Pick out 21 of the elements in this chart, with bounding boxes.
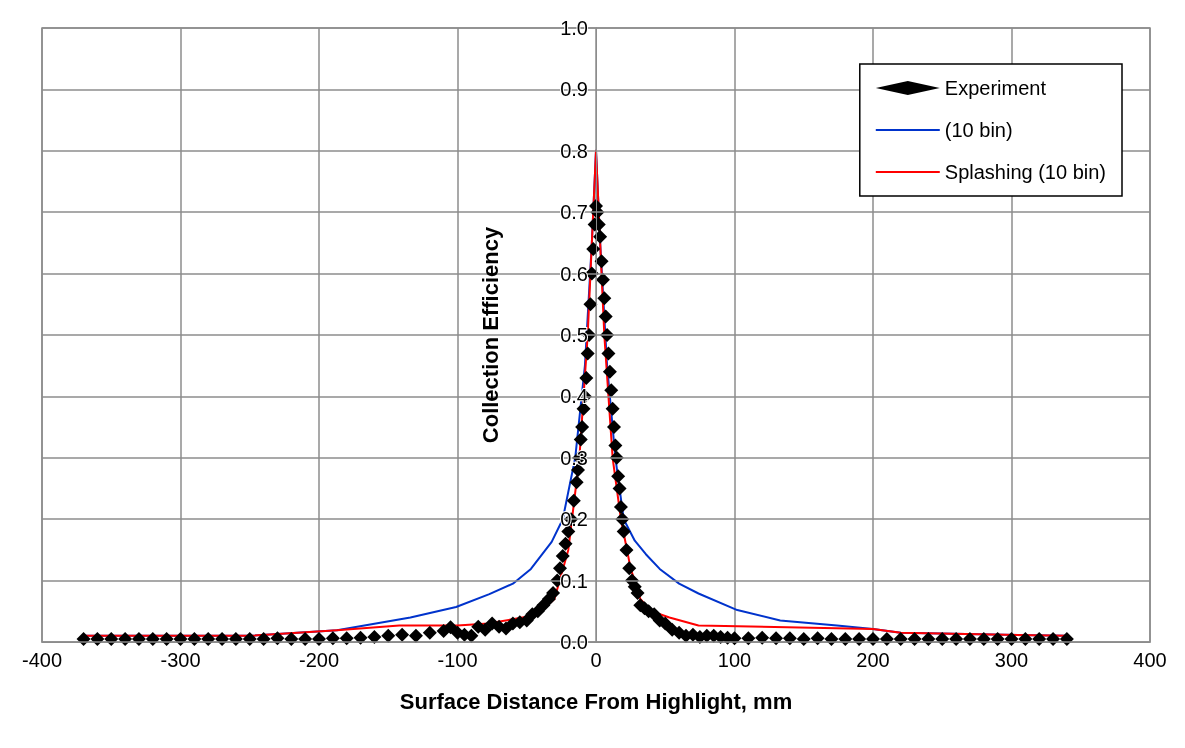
legend-label: Splashing (10 bin) — [944, 161, 1107, 183]
x-tick-label: 0 — [590, 649, 602, 671]
x-tick-label: 300 — [994, 649, 1029, 671]
y-tick-label: 0.8 — [560, 139, 588, 162]
x-tick-label: -100 — [437, 649, 478, 671]
x-tick-label: 400 — [1133, 649, 1167, 671]
y-tick-label: 0.9 — [560, 78, 588, 101]
x-tick-label: -400 — [21, 649, 63, 671]
x-tick-label: -300 — [160, 649, 201, 671]
y-tick-label: 1.0 — [560, 17, 588, 39]
y-tick-label: 0.6 — [560, 262, 588, 285]
y-tick-label: 0.7 — [560, 201, 588, 224]
x-tick-label: 200 — [856, 649, 890, 671]
y-tick-label: 0.1 — [560, 569, 588, 592]
legend-label: Experiment — [944, 77, 1047, 99]
x-axis-title: Surface Distance From Highlight, mm — [399, 688, 793, 714]
x-tick-label: 100 — [717, 649, 752, 671]
y-axis-title: Collection Efficiency — [477, 226, 503, 444]
x-tick-label: -200 — [298, 649, 340, 671]
legend-label: (10 bin) — [944, 119, 1013, 141]
y-tick-label: 0.0 — [560, 631, 588, 653]
